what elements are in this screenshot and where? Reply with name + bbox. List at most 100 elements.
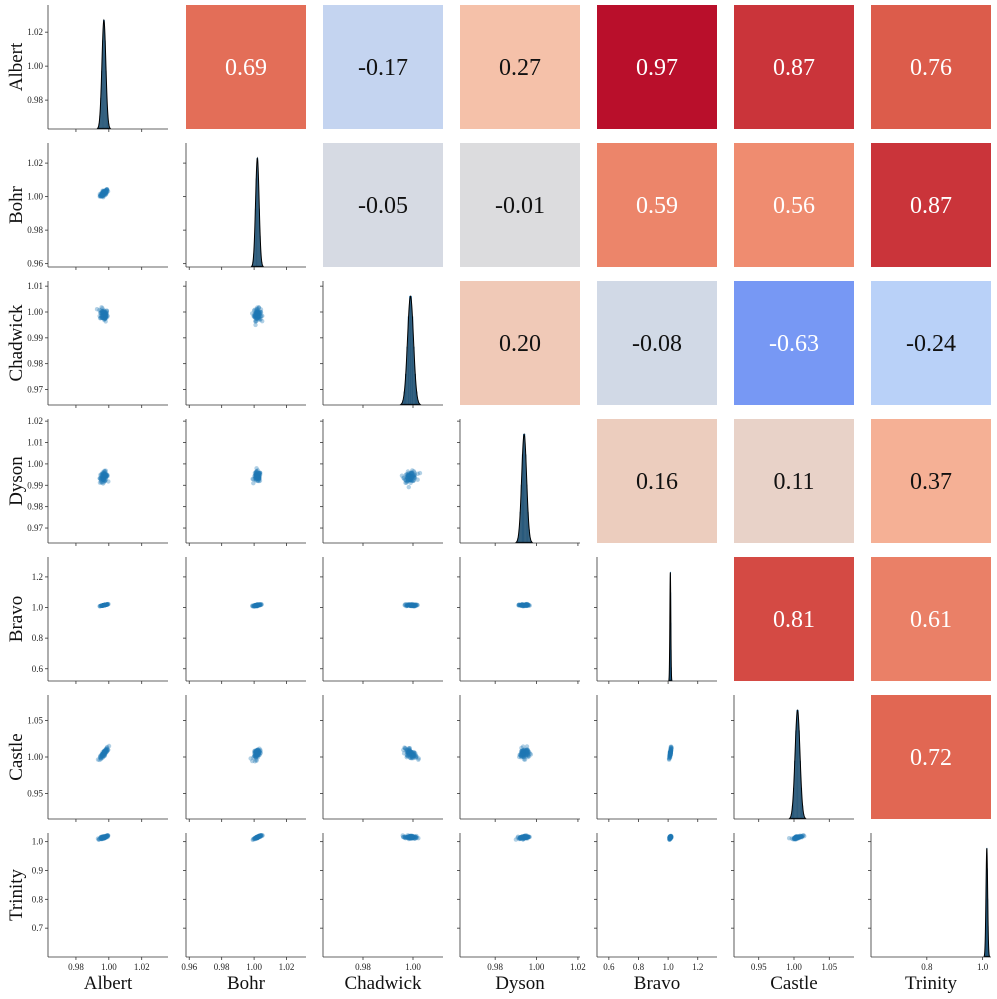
scatter-point — [256, 603, 261, 608]
histogram-bar — [259, 235, 261, 267]
scatter-point — [100, 474, 105, 479]
scatter-point — [102, 474, 107, 479]
scatter-point — [104, 187, 110, 192]
scatter-point — [406, 474, 412, 479]
scatter-point — [102, 474, 107, 479]
panel-bravo-dyson — [457, 557, 580, 684]
scatter-point — [101, 474, 107, 480]
scatter-point — [409, 470, 414, 476]
scatter-point — [100, 192, 105, 198]
scatter-point — [404, 474, 409, 479]
kde-curve — [983, 848, 991, 957]
scatter-point — [259, 602, 264, 607]
scatter-point — [100, 192, 106, 198]
histogram-bar — [410, 295, 412, 405]
scatter-point — [100, 476, 106, 482]
panel-albert-bravo: 0.97 — [597, 5, 717, 129]
scatter-point — [99, 603, 104, 608]
scatter-point — [406, 484, 411, 490]
scatter-point — [254, 466, 259, 471]
scatter-point — [406, 474, 411, 479]
scatter-point — [257, 475, 262, 480]
scatter-point — [252, 604, 258, 609]
scatter-point — [100, 603, 105, 608]
scatter-point — [253, 475, 258, 481]
scatter-point — [405, 750, 410, 755]
scatter-point — [524, 602, 529, 608]
scatter-point — [251, 477, 256, 482]
scatter-point — [406, 474, 411, 479]
scatter-point — [255, 753, 260, 759]
corr-label-albert-chadwick: -0.17 — [358, 55, 408, 81]
scatter-point — [103, 316, 108, 321]
corr-label-castle-trinity: 0.72 — [910, 745, 952, 771]
scatter-point — [520, 604, 526, 609]
scatter-point — [526, 753, 531, 758]
scatter-point — [252, 748, 258, 754]
scatter-point — [102, 602, 107, 608]
scatter-point — [405, 479, 410, 484]
scatter-point — [105, 747, 111, 752]
scatter-point — [251, 314, 256, 319]
scatter-point — [257, 476, 262, 481]
scatter-point — [255, 603, 260, 608]
histogram-bar — [413, 346, 415, 405]
y-tick-label: 1.2 — [32, 572, 43, 582]
scatter-point — [102, 751, 107, 756]
scatter-point — [101, 602, 107, 608]
histogram-bar — [415, 391, 418, 405]
scatter-point — [257, 472, 263, 477]
scatter-point — [414, 602, 420, 608]
scatter-point — [103, 747, 108, 753]
scatter-point — [256, 602, 261, 608]
scatter-point — [103, 189, 108, 194]
scatter-point — [410, 474, 415, 479]
x-axis-label-albert: Albert — [84, 973, 133, 994]
histogram-bar — [258, 208, 260, 267]
histogram-bar — [254, 235, 255, 267]
scatter-point — [256, 602, 261, 607]
scatter-point — [102, 603, 108, 608]
scatter-point — [102, 750, 107, 755]
scatter-point — [411, 602, 416, 608]
scatter-point — [105, 602, 110, 607]
scatter-point — [257, 471, 262, 476]
scatter-point — [252, 315, 258, 320]
scatter-point — [256, 476, 262, 481]
scatter-point — [417, 470, 423, 476]
scatter-point — [102, 750, 107, 756]
scatter-point — [522, 603, 527, 608]
scatter-point — [252, 314, 257, 320]
scatter-point — [409, 602, 414, 607]
scatter-point — [524, 602, 529, 608]
y-tick-label: 1.0 — [32, 603, 44, 613]
scatter-point — [410, 603, 415, 608]
panel-bravo-trinity: 0.61 — [871, 557, 991, 681]
x-tick-label: 1.2 — [692, 962, 703, 972]
scatter-point — [525, 601, 530, 607]
scatter-point — [255, 754, 261, 760]
scatter-point — [254, 603, 260, 609]
scatter-point — [254, 316, 260, 321]
scatter-point — [253, 309, 259, 315]
scatter-point — [98, 756, 104, 762]
scatter-point — [416, 756, 421, 761]
scatter-point — [254, 747, 260, 753]
histogram-bar — [414, 373, 416, 405]
scatter-point — [100, 752, 105, 758]
y-tick-label: 0.9 — [32, 865, 44, 875]
scatter-point — [103, 746, 109, 752]
corr-cell-bohr-dyson — [460, 143, 580, 267]
y-tick-label: 0.99 — [27, 333, 43, 343]
y-tick-label: 1.00 — [27, 192, 43, 202]
scatter-point — [257, 470, 263, 475]
scatter-point — [254, 472, 259, 477]
scatter-point — [99, 192, 104, 197]
scatter-point — [525, 602, 530, 608]
scatter-point — [518, 603, 524, 608]
scatter-point — [258, 748, 263, 754]
scatter-point — [102, 471, 107, 476]
scatter-point — [100, 751, 105, 757]
scatter-point — [103, 188, 109, 193]
scatter-point — [101, 316, 106, 321]
